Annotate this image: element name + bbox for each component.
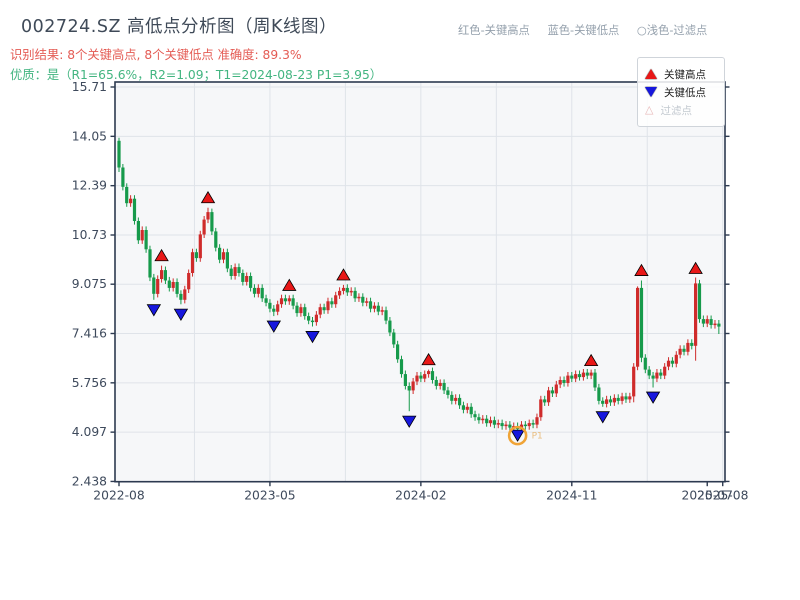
svg-text:2024-02: 2024-02 [395,489,446,503]
triangle-open-icon: △ [645,103,654,116]
legend-item-key-high: 关键高点 [645,66,717,82]
svg-text:4.097: 4.097 [72,425,107,439]
color-key-note: 红色-关键高点 蓝色-关键低点 ○浅色-过滤点 [458,22,707,38]
svg-text:2025-07: 2025-07 [682,489,733,503]
legend-item-key-low: 关键低点 [645,84,717,100]
triangle-up-icon [645,69,657,79]
svg-text:2.438: 2.438 [72,474,107,488]
chart-legend: 关键高点 关键低点 △ 过滤点 [637,57,725,127]
svg-text:2022-08: 2022-08 [93,489,144,503]
svg-text:2023-05: 2023-05 [244,489,295,503]
triangle-down-icon [645,87,657,97]
color-key-low: 蓝色-关键低点 [547,24,620,37]
svg-text:7.416: 7.416 [72,326,107,340]
svg-text:12.39: 12.39 [72,179,107,193]
legend-item-filtered: △ 过滤点 [645,102,717,118]
color-key-filtered: ○浅色-过滤点 [636,24,708,37]
svg-text:2024-11: 2024-11 [546,489,597,503]
svg-text:9.075: 9.075 [72,277,107,291]
legend-label: 过滤点 [660,104,692,117]
svg-text:10.73: 10.73 [72,228,107,242]
kline-chart-svg: P1 15.71 14.05 12.39 10.73 9.075 7.416 5.756 4.0… [72,80,749,503]
svg-text:14.05: 14.05 [72,129,107,143]
quality-result-text: 优质：是（R1=65.6%，R2=1.09；T1=2024-08-23 P1=3… [10,68,383,82]
recognition-result-text: 识别结果: 8个关键高点, 8个关键低点 准确度: 89.3% [10,48,302,62]
svg-text:15.71: 15.71 [72,80,107,94]
highlight-ring [507,425,528,446]
legend-label: 关键低点 [664,86,706,99]
svg-text:5.756: 5.756 [72,376,107,390]
page-title: 002724.SZ 高低点分析图（周K线图） [21,17,338,37]
highlight-label: P1 [532,432,543,442]
svg-text:2025-08: 2025-08 [697,489,748,503]
color-key-high: 红色-关键高点 [458,24,530,37]
legend-label: 关键高点 [664,68,706,81]
